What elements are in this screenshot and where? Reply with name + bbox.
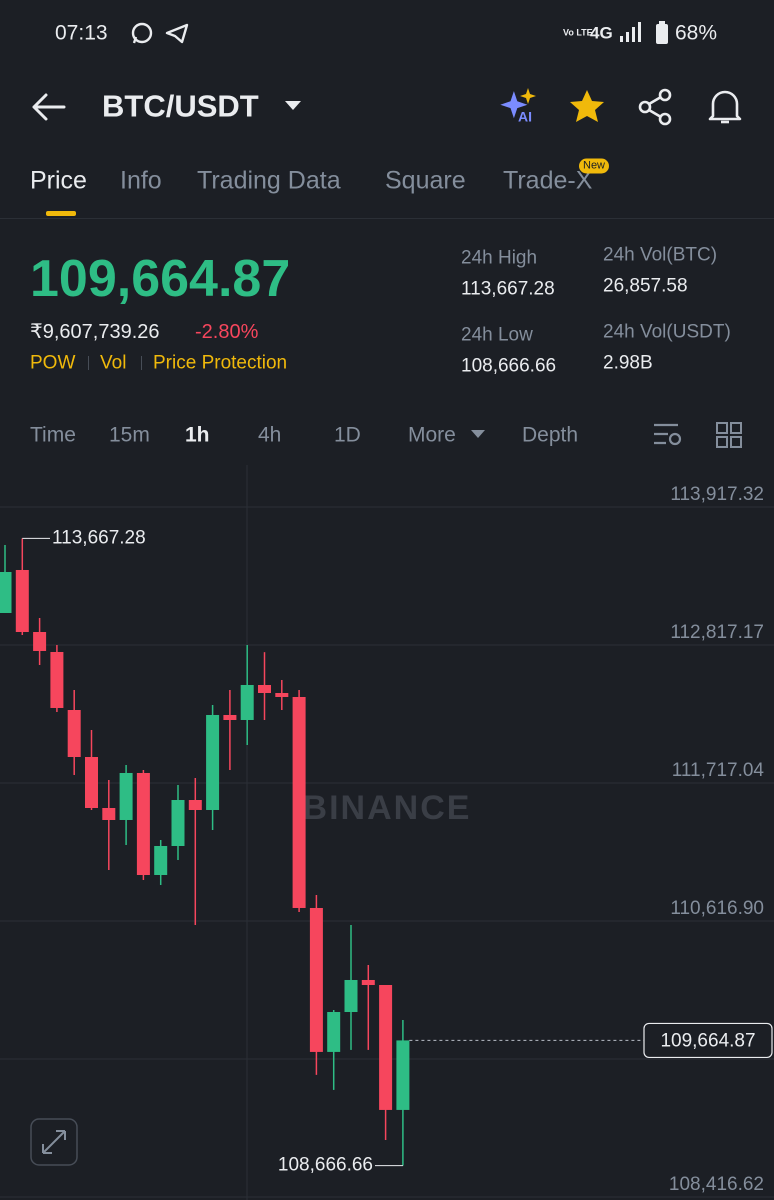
candle-body (102, 808, 116, 820)
overlay-layer: 113,667.28 108,666.66 109,664.87 (22, 527, 773, 1176)
ai-icon[interactable]: AI (498, 86, 542, 128)
candle-body (396, 1040, 410, 1110)
favorite-star[interactable] (568, 88, 606, 124)
status-network: 4G (590, 23, 613, 43)
status-volte: Vo LTE (563, 27, 593, 38)
candle-body (327, 1012, 341, 1052)
interval-active[interactable]: 1h (185, 423, 210, 447)
pair-caret[interactable] (283, 98, 305, 114)
interval[interactable]: 1D (334, 423, 361, 447)
tag[interactable]: POW (30, 352, 76, 374)
candle-body (15, 569, 29, 632)
tab-underline (46, 211, 76, 216)
y-tick-label: 111,717.04 (672, 760, 765, 781)
y-tick-label: 108,416.62 (669, 1174, 764, 1195)
candle-body (188, 799, 202, 810)
stat-value: 108,666.66 (461, 355, 557, 377)
candle-body (33, 631, 47, 651)
fiat-price: ₹9,607,739.26 (30, 321, 160, 343)
share-button[interactable] (637, 88, 675, 126)
candle-body (85, 756, 98, 809)
status-battery: 68% (675, 21, 718, 45)
last-price-label: 109,664.87 (660, 1030, 755, 1051)
interval[interactable]: 4h (258, 423, 282, 447)
last-price: 109,664.87 (30, 250, 291, 308)
more-caret[interactable] (469, 428, 487, 440)
watermark: BINANCE (303, 789, 472, 827)
fullscreen-button[interactable] (30, 1118, 78, 1166)
candle-body (154, 845, 168, 875)
candle-body (240, 684, 254, 720)
high-marker-label: 113,667.28 (52, 527, 146, 548)
y-tick-label: 110,616.90 (670, 898, 764, 919)
y-tick-label: 113,917.32 (670, 484, 764, 505)
candle-body (309, 907, 323, 1052)
tab-active[interactable]: Price (30, 166, 87, 195)
candlestick-chart: BINANCE 113,917.32112,817.17111,717.0411… (0, 465, 774, 1200)
candle-body (119, 772, 133, 820)
candle-body (379, 984, 393, 1110)
candle-body (223, 714, 237, 720)
candle-body (50, 651, 64, 708)
price-change: -2.80% (195, 321, 259, 343)
interval[interactable]: Time (30, 423, 76, 447)
pair-title[interactable]: BTC/USDT (102, 88, 259, 124)
new-badge: New (579, 158, 610, 174)
ai-label: AI (518, 109, 532, 125)
candle-layer (0, 538, 410, 1166)
divider (0, 218, 774, 219)
stat-label: 24h Vol(BTC) (603, 244, 718, 266)
depth-tab[interactable]: Depth (522, 423, 579, 447)
candle-body (0, 571, 12, 613)
candle-body (292, 697, 306, 908)
stat-label: 24h High (461, 247, 538, 269)
y-tick-label: 112,817.17 (670, 622, 764, 643)
candle-body (361, 979, 375, 985)
last-price-box (643, 1022, 773, 1059)
candle-body (206, 714, 220, 810)
stat-label: 24h Low (461, 324, 533, 346)
low-marker-label: 108,666.66 (278, 1155, 373, 1176)
tag-separator (141, 356, 142, 370)
fullscreen-icon (42, 1130, 66, 1154)
status-time: 07:13 (55, 21, 108, 45)
stat-label: 24h Vol(USDT) (603, 321, 731, 343)
stat-value: 26,857.58 (603, 275, 688, 297)
alert-bell[interactable] (705, 86, 745, 126)
candle-body (275, 692, 289, 698)
interval-more[interactable]: More (408, 423, 456, 447)
tab[interactable]: Trade-X (503, 166, 593, 195)
candle-body (67, 709, 81, 757)
layout-grid[interactable] (715, 421, 743, 449)
status-signal-battery (620, 21, 668, 44)
stat-value: 2.98B (603, 352, 653, 374)
candle-body (258, 684, 271, 693)
tag[interactable]: Price Protection (153, 352, 288, 374)
tab[interactable]: Square (385, 166, 466, 195)
tag-separator (88, 356, 89, 370)
candle-body (136, 772, 150, 875)
candle-body (171, 799, 185, 846)
indicator-settings[interactable] (652, 421, 684, 449)
tab[interactable]: Trading Data (197, 166, 341, 195)
interval[interactable]: 15m (109, 423, 150, 447)
candle-body (344, 979, 358, 1013)
back-button[interactable] (30, 90, 70, 124)
stat-value: 113,667.28 (461, 278, 555, 300)
tag[interactable]: Vol (100, 352, 127, 374)
status-app-icons (131, 22, 189, 44)
tab[interactable]: Info (120, 166, 162, 195)
